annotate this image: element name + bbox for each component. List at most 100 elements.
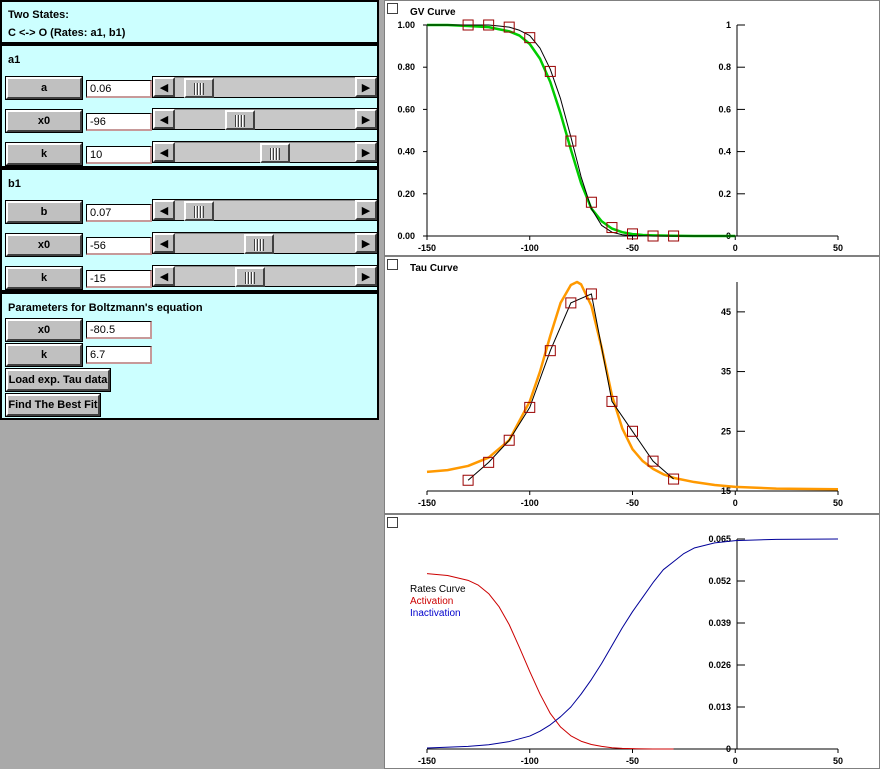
- gv-y-tick-label-left: 0.00: [397, 231, 415, 241]
- b1-k-button[interactable]: k: [5, 266, 83, 290]
- tau-y-tick-label-right: 45: [721, 307, 731, 317]
- a1-k-slider-right-arrow[interactable]: ▶: [355, 142, 377, 162]
- gv-checkbox[interactable]: [387, 3, 398, 14]
- gv-data-point: [627, 228, 638, 240]
- b1-x0-slider-left-arrow[interactable]: ◀: [153, 233, 175, 253]
- rates-checkbox[interactable]: [387, 517, 398, 528]
- gv-y-tick-label-right: 0.6: [718, 104, 731, 114]
- tau-data-point: [647, 455, 659, 467]
- b1-k-slider-thumb[interactable]: [235, 267, 265, 287]
- a1-k-slider-thumb[interactable]: [260, 143, 290, 163]
- b1-x0-button[interactable]: x0: [5, 233, 83, 257]
- a-value-field[interactable]: 0.06: [86, 80, 152, 98]
- rates-y-tick-label-right: 0.065: [708, 534, 731, 544]
- gv-x-tick-label: -100: [521, 243, 539, 253]
- tau-y-tick-label-right: 25: [721, 426, 731, 436]
- gv-y-tick-label-left: 1.00: [397, 20, 415, 30]
- find-best-fit-button[interactable]: Find The Best Fit: [5, 393, 101, 417]
- boltzmann-k-field[interactable]: 6.7: [86, 346, 152, 364]
- b-slider-left-arrow[interactable]: ◀: [153, 200, 175, 220]
- tau-title: Tau Curve: [410, 263, 459, 274]
- model-description: C <-> O (Rates: a1, b1): [8, 27, 126, 39]
- b1-k-value-field[interactable]: -15: [86, 270, 152, 288]
- a1-k-slider-left-arrow[interactable]: ◀: [153, 142, 175, 162]
- a1-k-slider-track[interactable]: [175, 142, 355, 163]
- a1-k-value-field[interactable]: 10: [86, 146, 152, 164]
- tau-data-point: [503, 434, 515, 446]
- b-button[interactable]: b: [5, 200, 83, 224]
- tau-data-point: [524, 401, 536, 413]
- gv-y-tick-label-left: 0.20: [397, 189, 415, 199]
- b1-x0-slider[interactable]: ◀ ▶: [152, 232, 378, 254]
- a1-k-slider[interactable]: ◀ ▶: [152, 141, 378, 163]
- gv-data-point: [606, 222, 618, 234]
- gv-data-point: [565, 135, 577, 147]
- a1-x0-slider-right-arrow[interactable]: ▶: [355, 109, 377, 129]
- tau-checkbox[interactable]: [387, 259, 398, 270]
- a-slider-track[interactable]: [175, 77, 355, 98]
- gv-data-point: [668, 230, 680, 242]
- b-slider-thumb[interactable]: [184, 201, 214, 221]
- gv-x-tick-label: 50: [833, 243, 843, 253]
- a-slider-thumb[interactable]: [184, 78, 214, 98]
- tau-data-point: [565, 297, 577, 309]
- tau-y-tick-label-right: 35: [721, 367, 731, 377]
- tau-data-point: [606, 395, 618, 407]
- a1-x0-slider[interactable]: ◀ ▶: [152, 108, 378, 130]
- a1-x0-slider-thumb[interactable]: [225, 110, 255, 130]
- boltzmann-title: Parameters for Boltzmann's equation: [8, 302, 203, 314]
- gv-x-tick-label: -150: [418, 243, 436, 253]
- gv-plot-panel: GV Curve -150 -100 -50 0 50 0.00 0.20 0.40 0.60 0…: [384, 0, 880, 256]
- b1-k-slider-track[interactable]: [175, 266, 355, 287]
- tau-x-tick-label: -50: [626, 498, 639, 508]
- load-tau-data-button[interactable]: Load exp. Tau data: [5, 368, 111, 392]
- b1-k-slider-left-arrow[interactable]: ◀: [153, 266, 175, 286]
- b1-x0-slider-thumb[interactable]: [244, 234, 274, 254]
- a-slider-right-arrow[interactable]: ▶: [355, 77, 377, 97]
- rates-y-tick-label-right: 0.013: [708, 702, 731, 712]
- b1-x0-value-field[interactable]: -56: [86, 237, 152, 255]
- rates-x-tick-label: -150: [418, 756, 436, 766]
- tau-data-point: [462, 474, 474, 486]
- a1-x0-slider-track[interactable]: [175, 109, 355, 130]
- a1-section: a1 a 0.06 ◀ ▶ x0 -96 ◀ ▶ k: [0, 44, 379, 168]
- a1-x0-slider-left-arrow[interactable]: ◀: [153, 109, 175, 129]
- tau-chart: Tau Curve -150 -100 -50 0 50 15 25 35 45: [410, 263, 843, 508]
- gv-x-tick-label: -50: [626, 243, 639, 253]
- b-slider-right-arrow[interactable]: ▶: [355, 200, 377, 220]
- boltzmann-x0-button[interactable]: x0: [5, 318, 83, 342]
- gv-data-point: [647, 230, 659, 242]
- rates-series-line: [426, 573, 674, 750]
- rates-x-tick-label: 50: [833, 756, 843, 766]
- boltzmann-k-button[interactable]: k: [5, 343, 83, 367]
- gv-y-tick-label-left: 0.80: [397, 62, 415, 72]
- gv-y-tick-label-right: 0.4: [718, 147, 731, 157]
- tau-data-connector: [467, 293, 674, 481]
- b-value-field[interactable]: 0.07: [86, 204, 152, 222]
- tau-series-line: [426, 280, 839, 491]
- b1-title: b1: [8, 178, 21, 190]
- a1-k-button[interactable]: k: [5, 142, 83, 166]
- a-slider[interactable]: ◀ ▶: [152, 76, 378, 98]
- tau-plot-panel: Tau Curve -150 -100 -50 0 50 15 25 35 45: [384, 256, 880, 514]
- rates-chart: Rates Curve Activation Inactivation -150…: [410, 534, 843, 766]
- boltzmann-section: Parameters for Boltzmann's equation x0 -…: [0, 292, 379, 420]
- tau-x-tick-label: 50: [833, 498, 843, 508]
- b1-k-slider[interactable]: ◀ ▶: [152, 265, 378, 287]
- boltzmann-x0-field[interactable]: -80.5: [86, 321, 152, 339]
- gv-data-point: [585, 196, 597, 208]
- gv-data-point: [503, 21, 515, 33]
- b-slider-track[interactable]: [175, 200, 355, 221]
- b-slider[interactable]: ◀ ▶: [152, 199, 378, 221]
- gv-data-point: [462, 19, 474, 31]
- b1-x0-slider-right-arrow[interactable]: ▶: [355, 233, 377, 253]
- a-button[interactable]: a: [5, 76, 83, 100]
- b1-x0-slider-track[interactable]: [175, 233, 355, 254]
- a-slider-left-arrow[interactable]: ◀: [153, 77, 175, 97]
- b1-k-slider-right-arrow[interactable]: ▶: [355, 266, 377, 286]
- gv-y-tick-label-right: 1: [726, 20, 731, 30]
- a1-x0-button[interactable]: x0: [5, 109, 83, 133]
- tau-y-tick-label-right: 15: [721, 486, 731, 496]
- a1-x0-value-field[interactable]: -96: [86, 113, 152, 131]
- rates-y-tick-label-right: 0.026: [708, 660, 731, 670]
